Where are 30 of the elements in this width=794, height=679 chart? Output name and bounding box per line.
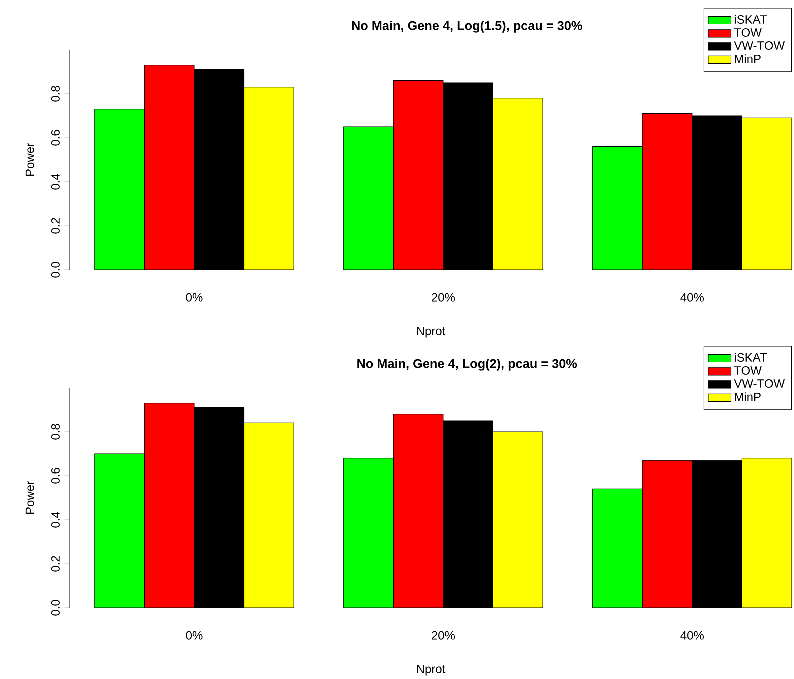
x-tick-label: 40% [680,293,704,302]
chart-title: No Main, Gene 4, Log(2), pcau = 30% [358,359,578,371]
chart-title: No Main, Gene 4, Log(1.5), pcau = 30% [352,21,582,33]
legend-label: iSKAT [734,353,768,362]
x-axis-title: Nprot [417,327,446,338]
x-tick-label: 0% [186,293,203,302]
y-tick-label: 0.0 [51,600,60,616]
x-tick-label: 20% [432,631,456,640]
y-tick-label: 0.8 [51,424,60,440]
legend-label: TOW [734,28,762,37]
y-tick-label: 0.6 [51,130,60,146]
legend-label: VW-TOW [734,380,786,388]
y-tick-label: 0.8 [51,86,60,102]
legend-label: VW-TOW [734,42,786,50]
x-tick-label: 40% [680,631,704,640]
y-axis-title: Power [26,481,34,514]
y-tick-label: 0.6 [51,468,60,484]
y-tick-label: 0.2 [51,556,60,572]
y-tick-label: 0.4 [51,174,60,190]
legend-label: MinP [735,54,761,64]
x-tick-label: 0% [186,631,203,640]
x-tick-label: 20% [432,293,456,302]
legend-label: TOW [734,366,762,375]
y-tick-label: 0.0 [51,262,60,278]
y-axis-title: Power [26,143,34,176]
y-tick-label: 0.4 [51,512,60,528]
y-tick-label: 0.2 [51,218,60,234]
legend-label: MinP [735,392,761,402]
x-axis-title: Nprot [417,665,446,676]
legend-label: iSKAT [734,15,768,24]
